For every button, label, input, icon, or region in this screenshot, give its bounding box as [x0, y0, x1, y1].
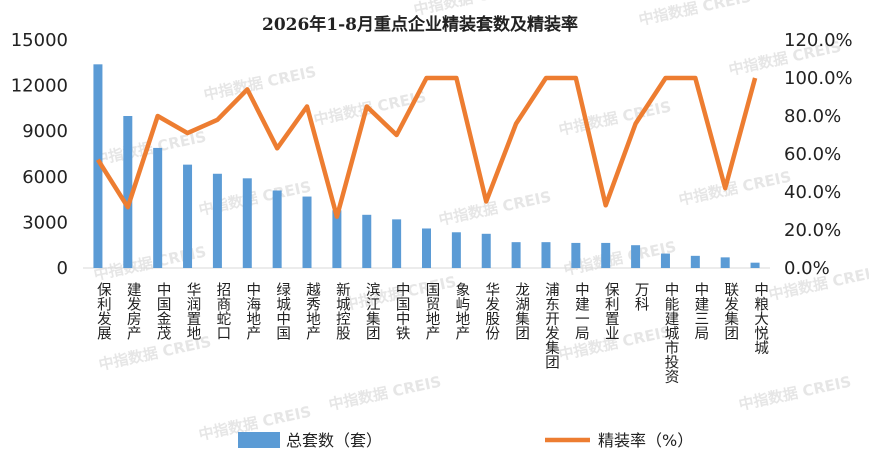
bar — [332, 210, 342, 268]
bar — [571, 242, 581, 268]
bar — [631, 245, 641, 268]
category-label: 滨江集团 — [364, 282, 380, 341]
bar — [392, 219, 402, 268]
bar — [272, 190, 282, 268]
category-label: 保利发展 — [95, 282, 111, 341]
category-label: 万科 — [633, 282, 649, 311]
right-axis: 0.0% 20.0% 40.0% 60.0% 80.0% 100.0% 120.0% — [784, 30, 853, 279]
category-label: 中海地产 — [244, 282, 260, 341]
category-labels: 保利发展 建发房产 中国金茂 华润置地 招商蛇口 中海地产 绿城中国 越秀地产 新城控股 滨江集团… — [95, 282, 768, 384]
category-label: 保利置业 — [603, 282, 619, 340]
watermark-text: 中指数据 CREIS — [677, 168, 793, 209]
bar — [242, 178, 252, 268]
legend: 总套数（套） 精装率（%） — [238, 431, 693, 450]
right-tick-label: 120.0% — [784, 30, 853, 51]
watermark-text: 中指数据 CREIS — [737, 373, 853, 414]
bar — [690, 255, 700, 268]
category-label: 招商蛇口 — [214, 282, 230, 341]
watermark-text: 中指数据 CREIS — [557, 98, 673, 139]
category-label: 中国中铁 — [394, 282, 410, 341]
category-label: 绿城中国 — [274, 282, 290, 341]
bar — [720, 257, 730, 268]
category-label: 建发房产 — [125, 282, 141, 341]
category-label: 龙湖集团 — [513, 282, 529, 341]
left-tick-label: 3000 — [22, 212, 68, 233]
bar — [511, 242, 521, 268]
bar — [93, 64, 103, 268]
bar — [302, 196, 312, 268]
category-label: 华润置地 — [185, 282, 201, 340]
category-label: 新城控股 — [334, 282, 350, 342]
chart-title: 2026年1-8月重点企业精装套数及精装率 — [262, 14, 578, 35]
category-label: 中建一局 — [573, 282, 589, 341]
bar — [422, 228, 431, 268]
category-label: 象屿地产 — [453, 282, 469, 341]
watermark-text: 中指数据 CREIS — [202, 63, 318, 104]
right-tick-label: 60.0% — [784, 144, 841, 165]
watermark-text: 中指数据 CREIS — [637, 0, 753, 29]
category-label: 国贸地产 — [424, 282, 440, 340]
category-label: 中国金茂 — [155, 282, 171, 342]
legend-bar-label: 总套数（套） — [286, 431, 382, 450]
left-tick-label: 9000 — [22, 121, 68, 142]
bar — [481, 233, 491, 268]
category-label: 中粮大悦城 — [752, 282, 768, 356]
left-tick-label: 6000 — [22, 167, 68, 188]
bar — [601, 242, 611, 268]
bar — [183, 164, 193, 268]
left-tick-label: 0 — [57, 258, 68, 279]
bar-series — [93, 64, 760, 268]
left-tick-label: 15000 — [11, 30, 68, 51]
bar — [660, 253, 670, 268]
category-label: 中建三局 — [692, 282, 708, 341]
bar — [750, 262, 760, 268]
right-tick-label: 80.0% — [784, 106, 841, 127]
right-tick-label: 20.0% — [784, 220, 841, 241]
legend-bar-swatch — [238, 432, 280, 448]
right-tick-label: 100.0% — [784, 68, 853, 89]
category-label: 越秀地产 — [304, 282, 320, 341]
category-label: 华发股份 — [483, 282, 499, 342]
category-label: 联发集团 — [722, 282, 738, 341]
watermark-text: 中指数据 CREIS — [437, 188, 553, 229]
bar — [153, 147, 163, 268]
category-label: 浦东开发集团 — [543, 282, 559, 370]
bar — [541, 242, 551, 268]
watermark-text: 中指数据 CREIS — [327, 373, 443, 414]
left-tick-label: 12000 — [11, 76, 68, 97]
bar — [451, 232, 461, 268]
left-axis: 0 3000 6000 9000 12000 15000 — [11, 30, 68, 279]
bar — [123, 116, 133, 268]
legend-line-label: 精装率（%） — [598, 431, 693, 450]
category-label: 中能建城市投资 — [662, 282, 678, 384]
right-tick-label: 40.0% — [784, 182, 841, 203]
right-tick-label: 0.0% — [784, 258, 830, 279]
bar — [212, 173, 222, 268]
bar — [362, 214, 372, 268]
line-series — [95, 75, 758, 219]
